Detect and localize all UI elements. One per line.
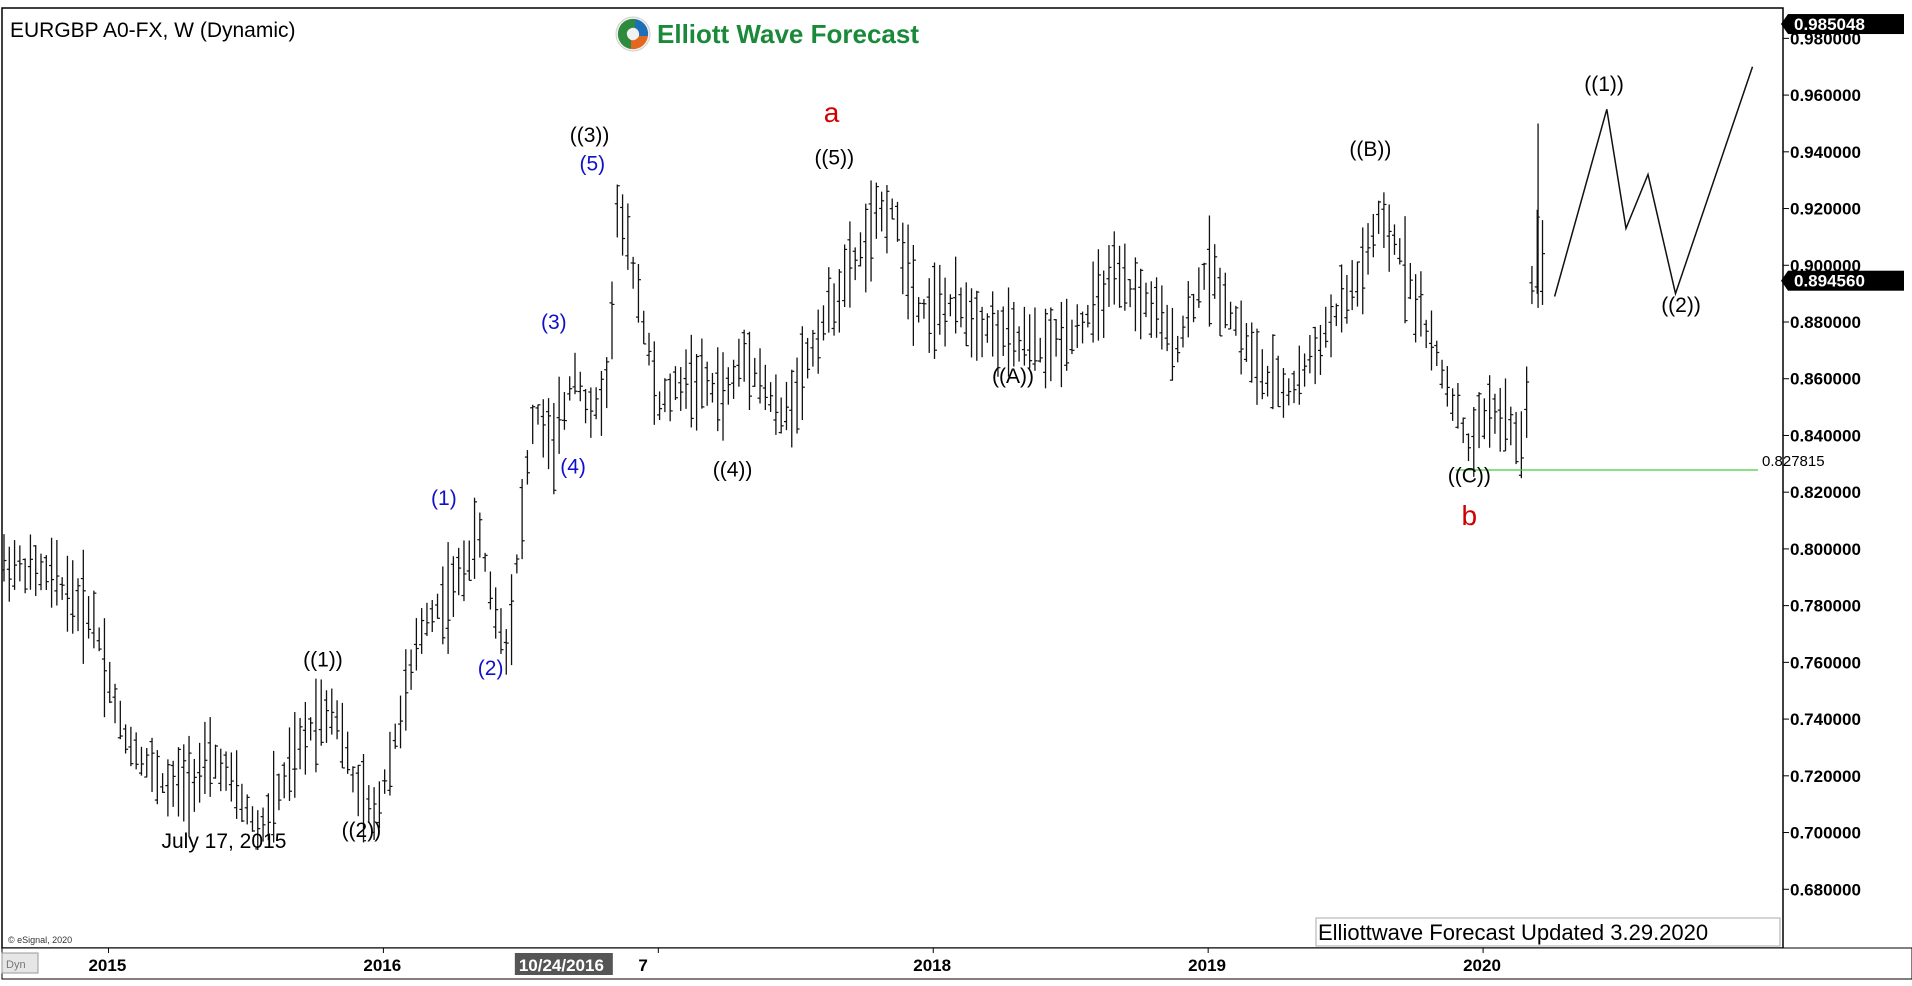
price-tick-label: 0.940000 bbox=[1790, 143, 1861, 162]
time-tick-label: 2015 bbox=[88, 956, 126, 975]
time-axis-strip bbox=[1, 947, 1912, 980]
wave-label: (1) bbox=[431, 487, 457, 510]
copyright: © eSignal, 2020 bbox=[8, 935, 72, 945]
wave-label: ((A)) bbox=[992, 365, 1034, 388]
projection-path bbox=[1553, 66, 1754, 297]
wave-label: (4) bbox=[560, 456, 586, 479]
price-tick-label: 0.980000 bbox=[1790, 29, 1861, 48]
price-tick-label: 0.740000 bbox=[1790, 710, 1861, 729]
price-axis[interactable]: 0.680000 0.700000 0.720000 0.740000 0.760000… bbox=[1781, 14, 1904, 899]
time-tick-label: 2020 bbox=[1463, 956, 1501, 975]
wave-label: ((4)) bbox=[713, 459, 753, 482]
price-tick-label: 0.920000 bbox=[1790, 200, 1861, 219]
price-tick-label: 0.720000 bbox=[1790, 767, 1861, 786]
wave-label: ((2)) bbox=[342, 819, 382, 842]
wave-label: ((1)) bbox=[1584, 73, 1624, 96]
price-tick-label: 0.700000 bbox=[1790, 824, 1861, 843]
price-tag-label: 0.894560 bbox=[1794, 272, 1865, 291]
price-tag-arrow bbox=[1781, 14, 1788, 35]
time-tick-label: 2019 bbox=[1188, 956, 1226, 975]
price-tick-label: 0.960000 bbox=[1790, 86, 1861, 105]
support-line-group: 0.827815 bbox=[1455, 453, 1825, 471]
price-tick-label: 0.860000 bbox=[1790, 370, 1861, 389]
time-axis[interactable]: 2015 2016 7 2018 2019 2020 10/24/2016 bbox=[88, 948, 1501, 975]
price-tick-label: 0.880000 bbox=[1790, 313, 1861, 332]
wave-label: ((B)) bbox=[1349, 138, 1391, 161]
brand-logo: Elliott Wave Forecast bbox=[615, 16, 919, 52]
price-tag-label: 0.985048 bbox=[1794, 15, 1865, 34]
projection-path-group bbox=[1553, 66, 1754, 297]
time-tick-label: 2018 bbox=[913, 956, 951, 975]
price-tick-label: 0.780000 bbox=[1790, 597, 1861, 616]
wave-label: July 17, 2015 bbox=[161, 830, 286, 853]
price-tick-label: 0.900000 bbox=[1790, 256, 1861, 275]
corner-label: Dyn bbox=[6, 959, 26, 971]
wave-labels: July 17, 2015 ((1)) ((2)) (1) (2) (3) (4) (5) ((… bbox=[161, 73, 1700, 853]
wave-label: a bbox=[824, 97, 840, 128]
cursor-date-label: 10/24/2016 bbox=[519, 956, 604, 975]
time-tick-label: 7 bbox=[638, 956, 647, 975]
wave-label: ((1)) bbox=[303, 649, 343, 672]
time-tick-label: 2016 bbox=[363, 956, 401, 975]
wave-label: (5) bbox=[579, 152, 605, 175]
wave-label: b bbox=[1462, 500, 1478, 531]
price-tick-label: 0.820000 bbox=[1790, 483, 1861, 502]
footer-box bbox=[1315, 917, 1781, 947]
price-tag-arrow bbox=[1781, 270, 1788, 291]
price-tick-label: 0.760000 bbox=[1790, 653, 1861, 672]
wave-label: ((C)) bbox=[1448, 464, 1491, 487]
support-line-label: 0.827815 bbox=[1762, 453, 1825, 470]
wave-label: (2) bbox=[478, 657, 504, 680]
corner-button[interactable] bbox=[1, 952, 39, 974]
brand-name: Elliott Wave Forecast bbox=[657, 19, 919, 49]
price-tick-label: 0.680000 bbox=[1790, 880, 1861, 899]
symbol-label: EURGBP A0-FX, W (Dynamic) bbox=[10, 19, 296, 42]
ohlc-bars bbox=[1, 123, 1546, 851]
price-tag bbox=[1788, 270, 1904, 291]
wave-label: (3) bbox=[541, 311, 567, 334]
brand-logo-icon bbox=[615, 16, 651, 52]
wave-label: ((5)) bbox=[814, 147, 854, 170]
wave-label: ((2)) bbox=[1661, 294, 1701, 317]
wave-label: ((3)) bbox=[570, 124, 610, 147]
price-tick-label: 0.800000 bbox=[1790, 540, 1861, 559]
price-tag bbox=[1788, 14, 1904, 35]
price-tick-label: 0.840000 bbox=[1790, 426, 1861, 445]
footer-updated: Elliottwave Forecast Updated 3.29.2020 bbox=[1318, 920, 1708, 945]
cursor-date-box bbox=[514, 953, 613, 975]
